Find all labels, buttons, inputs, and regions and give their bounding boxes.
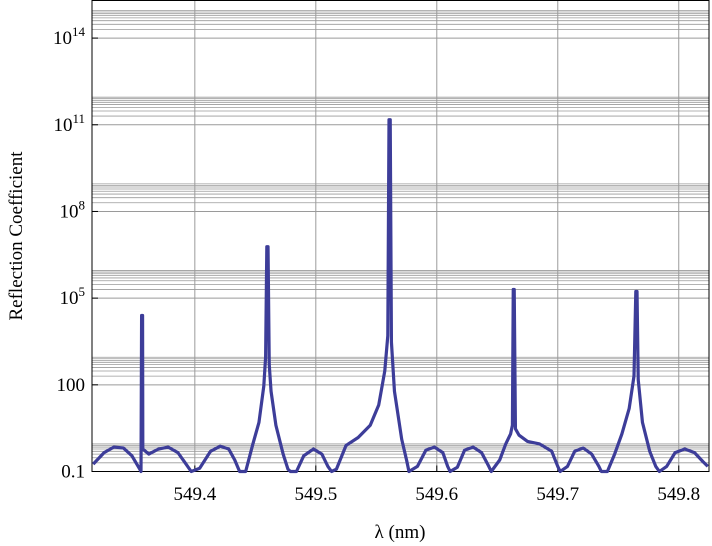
tick-labels: 549.4 549.5 549.6 549.7 549.8 0.1 100 105 108 101… [53, 24, 700, 505]
y-tick-label: 105 [60, 284, 86, 309]
x-axis-title: λ (nm) [375, 522, 426, 543]
series-layer [92, 118, 709, 474]
y-tick-label: 0.1 [61, 462, 85, 483]
x-tick-label: 549.6 [415, 484, 458, 505]
x-tick-label: 549.4 [173, 484, 216, 505]
y-axis-title: Reflection Coefficient [6, 151, 27, 321]
grid-lines [92, 0, 709, 472]
plot-frame [91, 0, 710, 472]
x-tick-label: 549.8 [657, 484, 700, 505]
axis-ticks [92, 37, 680, 472]
y-tick-label: 108 [60, 197, 86, 222]
reflection-curve [92, 118, 709, 474]
x-tick-label: 549.7 [536, 484, 579, 505]
y-tick-label: 1014 [53, 24, 86, 49]
y-tick-label: 1011 [53, 111, 85, 136]
x-tick-label: 549.5 [294, 484, 337, 505]
y-tick-label: 100 [57, 375, 86, 396]
